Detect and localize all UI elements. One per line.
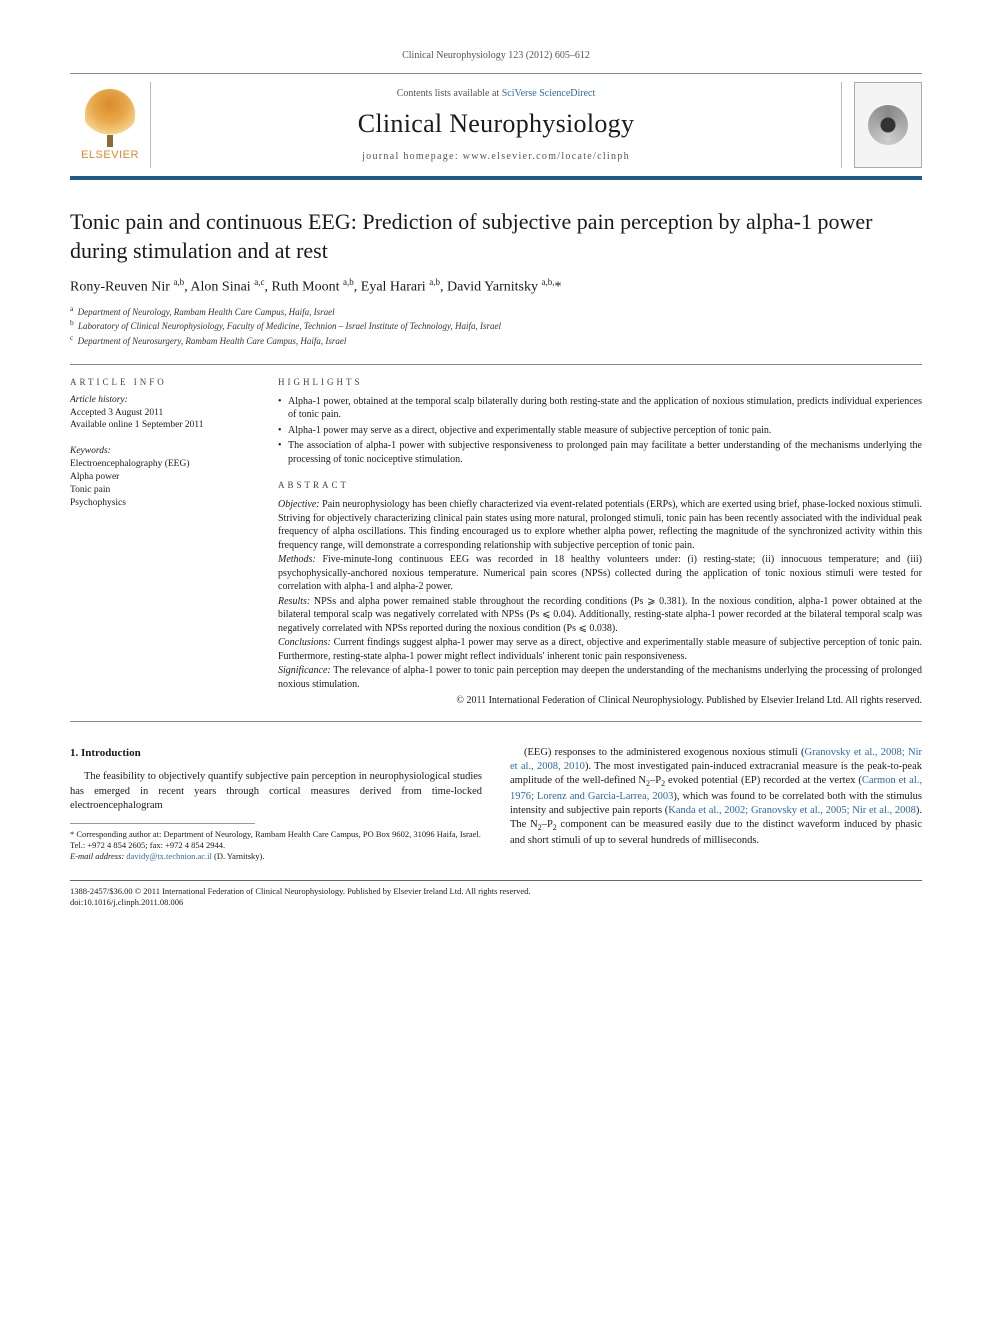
cover-art-icon bbox=[868, 105, 908, 145]
section-heading-1: 1. Introduction bbox=[70, 746, 482, 761]
article-meta-block: article info Article history: Accepted 3… bbox=[70, 364, 922, 722]
masthead-center: Contents lists available at SciVerse Sci… bbox=[150, 82, 842, 168]
running-header: Clinical Neurophysiology 123 (2012) 605–… bbox=[70, 50, 922, 61]
highlight-item: Alpha-1 power, obtained at the temporal … bbox=[278, 395, 922, 422]
corresponding-email-link[interactable]: davidy@tx.technion.ac.il bbox=[126, 851, 212, 861]
history-item: Available online 1 September 2011 bbox=[70, 419, 250, 432]
objective-label: Objective: bbox=[278, 499, 320, 510]
homepage-prefix: journal homepage: bbox=[362, 151, 463, 162]
history-item: Accepted 3 August 2011 bbox=[70, 407, 250, 420]
publisher-logo: ELSEVIER bbox=[70, 85, 150, 165]
contents-available-line: Contents lists available at SciVerse Sci… bbox=[169, 88, 823, 99]
affiliation: a Department of Neurology, Rambam Health… bbox=[70, 304, 922, 319]
affiliation: b Laboratory of Clinical Neurophysiology… bbox=[70, 318, 922, 333]
highlight-item: Alpha-1 power may serve as a direct, obj… bbox=[278, 424, 922, 438]
highlights-abstract-column: highlights Alpha-1 power, obtained at th… bbox=[278, 377, 922, 709]
corresponding-author-note: * Corresponding author at: Department of… bbox=[70, 829, 482, 851]
masthead: ELSEVIER Contents lists available at Sci… bbox=[70, 73, 922, 180]
body-col-left: 1. Introduction The feasibility to objec… bbox=[70, 746, 482, 863]
email-line: E-mail address: davidy@tx.technion.ac.il… bbox=[70, 851, 482, 862]
intro-paragraph-1: The feasibility to objectively quantify … bbox=[70, 770, 482, 813]
methods-text: Five-minute-long continuous EEG was reco… bbox=[278, 554, 922, 592]
abstract-body: Objective: Pain neurophysiology has been… bbox=[278, 498, 922, 708]
history-label: Article history: bbox=[70, 395, 250, 405]
keyword: Electroencephalography (EEG) bbox=[70, 458, 250, 471]
citation-link[interactable]: Carmon et al., 1976; Lorenz and Garcia-L… bbox=[510, 775, 922, 802]
homepage-url: www.elsevier.com/locate/clinph bbox=[463, 151, 630, 162]
affiliations: a Department of Neurology, Rambam Health… bbox=[70, 304, 922, 348]
conclusions-label: Conclusions: bbox=[278, 637, 331, 648]
affiliation: c Department of Neurosurgery, Rambam Hea… bbox=[70, 333, 922, 348]
conclusions-text: Current findings suggest alpha-1 power m… bbox=[278, 637, 922, 662]
publisher-name: ELSEVIER bbox=[81, 149, 139, 161]
highlights-label: highlights bbox=[278, 377, 922, 387]
author-list: Rony-Reuven Nir a,b, Alon Sinai a,c, Rut… bbox=[70, 277, 922, 296]
contents-prefix: Contents lists available at bbox=[397, 88, 502, 99]
abstract-copyright: © 2011 International Federation of Clini… bbox=[278, 694, 922, 708]
citation-link[interactable]: Granovsky et al., 2008; Nir et al., 2008… bbox=[510, 747, 922, 772]
article-title: Tonic pain and continuous EEG: Predictio… bbox=[70, 208, 922, 265]
body-two-column: 1. Introduction The feasibility to objec… bbox=[70, 746, 922, 863]
article-info-label: article info bbox=[70, 377, 250, 387]
journal-homepage-line: journal homepage: www.elsevier.com/locat… bbox=[169, 151, 823, 162]
email-attribution: (D. Yarnitsky). bbox=[212, 851, 265, 861]
objective-text: Pain neurophysiology has been chiefly ch… bbox=[278, 499, 922, 551]
body-col-right: (EEG) responses to the administered exog… bbox=[510, 746, 922, 863]
footnotes: * Corresponding author at: Department of… bbox=[70, 829, 482, 862]
elsevier-tree-icon bbox=[85, 89, 135, 139]
footer-doi: doi:10.1016/j.clinph.2011.08.006 bbox=[70, 897, 922, 908]
results-label: Results: bbox=[278, 596, 310, 607]
keyword: Tonic pain bbox=[70, 484, 250, 497]
keyword: Psychophysics bbox=[70, 497, 250, 510]
journal-cover-thumbnail bbox=[854, 82, 922, 168]
highlights-block: highlights Alpha-1 power, obtained at th… bbox=[278, 377, 922, 467]
highlight-item: The association of alpha-1 power with su… bbox=[278, 439, 922, 466]
intro-paragraph-2: (EEG) responses to the administered exog… bbox=[510, 746, 922, 849]
keywords-label: Keywords: bbox=[70, 446, 250, 456]
footer-copyright: 1388-2457/$36.00 © 2011 International Fe… bbox=[70, 886, 922, 897]
citation-link[interactable]: Kanda et al., 2002; Granovsky et al., 20… bbox=[668, 805, 916, 816]
results-text: NPSs and alpha power remained stable thr… bbox=[278, 596, 922, 634]
article-info-column: article info Article history: Accepted 3… bbox=[70, 377, 250, 709]
footnote-separator bbox=[70, 823, 255, 824]
keyword: Alpha power bbox=[70, 471, 250, 484]
abstract-label: abstract bbox=[278, 480, 922, 490]
journal-name: Clinical Neurophysiology bbox=[169, 109, 823, 139]
page-footer: 1388-2457/$36.00 © 2011 International Fe… bbox=[70, 880, 922, 908]
highlights-list: Alpha-1 power, obtained at the temporal … bbox=[278, 395, 922, 467]
significance-label: Significance: bbox=[278, 665, 331, 676]
methods-label: Methods: bbox=[278, 554, 316, 565]
sciencedirect-link[interactable]: SciVerse ScienceDirect bbox=[502, 88, 596, 99]
significance-text: The relevance of alpha-1 power to tonic … bbox=[278, 665, 922, 690]
email-label: E-mail address: bbox=[70, 851, 124, 861]
